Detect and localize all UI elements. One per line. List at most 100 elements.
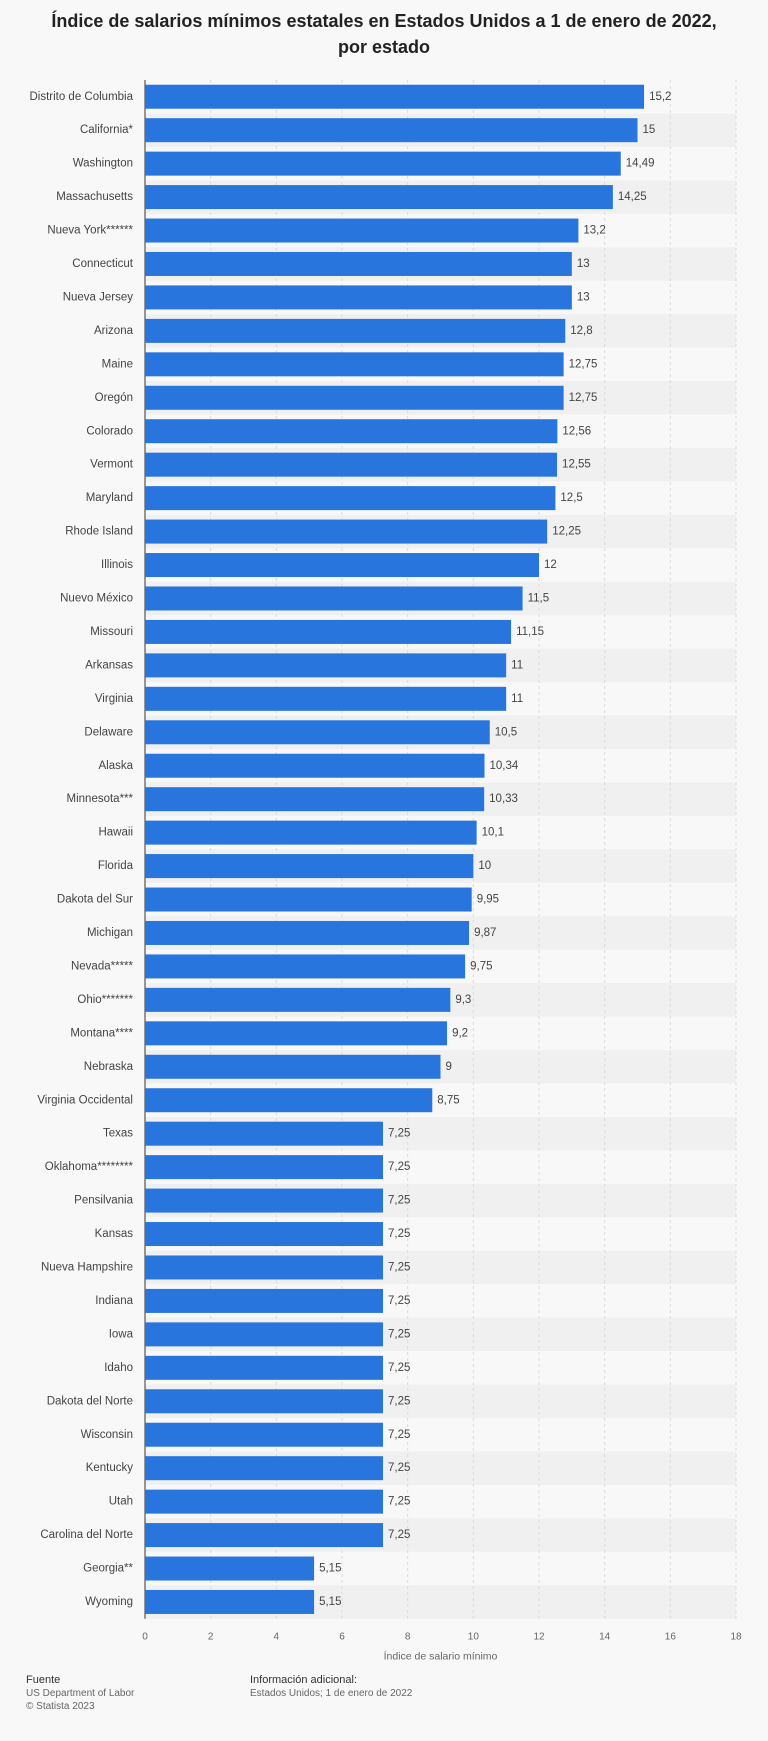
value-label: 11,15 — [516, 626, 544, 638]
bar — [145, 1523, 384, 1548]
y-tick-label: Alaska — [98, 760, 133, 772]
copyright: © Statista 2023 — [26, 1701, 95, 1712]
bar — [145, 251, 572, 276]
y-tick-label: Maine — [102, 358, 133, 370]
y-tick-label: Texas — [103, 1128, 133, 1140]
bar — [145, 185, 613, 210]
value-label: 9,3 — [455, 994, 471, 1006]
y-tick-label: Distrito de Columbia — [29, 91, 133, 103]
value-label: 7,25 — [388, 1228, 410, 1240]
bar — [145, 653, 507, 678]
y-tick-label: Hawaii — [98, 827, 133, 839]
value-label: 7,25 — [388, 1195, 410, 1207]
bar — [145, 1389, 384, 1414]
x-tick-label: 16 — [665, 1631, 677, 1642]
bar — [145, 118, 638, 143]
bar — [145, 318, 566, 343]
value-label: 12,55 — [562, 459, 591, 471]
bar — [145, 1222, 384, 1247]
bar — [145, 452, 558, 477]
bar — [145, 352, 564, 377]
y-tick-label: Carolina del Norte — [40, 1529, 133, 1541]
bar — [145, 720, 490, 745]
bar — [145, 419, 558, 444]
value-label: 10,33 — [489, 793, 518, 805]
bar — [145, 1355, 384, 1380]
value-label: 10,5 — [495, 726, 517, 738]
y-tick-label: Connecticut — [72, 258, 134, 270]
value-label: 9,87 — [474, 927, 496, 939]
value-label: 15,2 — [649, 91, 671, 103]
y-tick-label: Dakota del Sur — [57, 894, 133, 906]
y-tick-label: Kentucky — [86, 1462, 134, 1474]
value-label: 7,25 — [388, 1128, 410, 1140]
value-label: 7,25 — [388, 1262, 410, 1274]
info-block: Información adicional: Estados Unidos; 1… — [250, 1674, 412, 1700]
source-block: Fuente US Department of Labor © Statista… — [26, 1674, 134, 1713]
value-label: 9,2 — [452, 1027, 468, 1039]
bar — [145, 151, 621, 176]
bar — [145, 619, 512, 644]
value-label: 11 — [511, 659, 523, 671]
y-tick-label: Delaware — [84, 726, 133, 738]
value-label: 9 — [446, 1061, 452, 1073]
value-label: 7,25 — [388, 1395, 410, 1407]
chart-title: Índice de salarios mínimos estatales en … — [51, 11, 717, 57]
bar — [145, 1589, 315, 1614]
value-label: 5,15 — [319, 1563, 341, 1575]
value-label: 7,25 — [388, 1295, 410, 1307]
y-tick-label: Nueva Jersey — [63, 291, 134, 303]
y-tick-label: Nueva Hampshire — [41, 1262, 133, 1274]
y-tick-label: Virginia Occidental — [37, 1094, 133, 1106]
y-tick-label: Oklahoma******** — [45, 1161, 134, 1173]
bar — [145, 1155, 384, 1180]
bar — [145, 1489, 384, 1514]
y-tick-label: Dakota del Norte — [47, 1395, 133, 1407]
bar — [145, 1054, 441, 1079]
bar — [145, 1556, 315, 1581]
info-heading: Información adicional: — [250, 1674, 358, 1686]
bar — [145, 1255, 384, 1280]
bar — [145, 686, 507, 711]
bar — [145, 1288, 384, 1313]
y-tick-label: Pensilvania — [74, 1195, 133, 1207]
x-tick-label: 4 — [274, 1631, 280, 1642]
y-tick-label: Iowa — [109, 1328, 134, 1340]
bar — [145, 486, 556, 511]
y-tick-label: Michigan — [87, 927, 133, 939]
y-tick-label: Nueva York****** — [47, 225, 133, 237]
value-label: 12,8 — [570, 325, 592, 337]
y-tick-label: Georgia** — [83, 1563, 133, 1575]
value-label: 12,75 — [569, 358, 598, 370]
value-label: 7,25 — [388, 1462, 410, 1474]
value-label: 11 — [511, 693, 523, 705]
value-label: 7,25 — [388, 1529, 410, 1541]
bar — [145, 920, 470, 945]
bar — [145, 1422, 384, 1447]
x-tick-label: 6 — [339, 1631, 345, 1642]
x-tick-label: 12 — [533, 1631, 545, 1642]
bar — [145, 820, 477, 845]
y-tick-label: Nevada***** — [71, 960, 134, 972]
value-label: 13,2 — [583, 225, 605, 237]
value-label: 10 — [478, 860, 491, 872]
value-label: 10,34 — [489, 760, 518, 772]
y-tick-label: Arkansas — [85, 659, 133, 671]
value-label: 14,25 — [618, 191, 647, 203]
x-tick-label: 0 — [142, 1631, 148, 1642]
x-tick-label: 18 — [730, 1631, 742, 1642]
y-tick-label: Indiana — [95, 1295, 133, 1307]
value-label: 9,75 — [470, 960, 492, 972]
y-tick-label: Wyoming — [85, 1596, 133, 1608]
x-tick-label: 2 — [208, 1631, 214, 1642]
value-label: 15 — [643, 124, 656, 136]
y-tick-label: Utah — [109, 1496, 133, 1508]
y-tick-label: Wisconsin — [81, 1429, 133, 1441]
source: US Department of Labor — [26, 1688, 135, 1699]
value-label: 10,1 — [482, 827, 504, 839]
y-tick-label: Virginia — [95, 693, 134, 705]
y-tick-label: Minnesota*** — [67, 793, 134, 805]
y-tick-label: Illinois — [101, 559, 133, 571]
value-label: 7,25 — [388, 1161, 410, 1173]
bar — [145, 84, 645, 109]
